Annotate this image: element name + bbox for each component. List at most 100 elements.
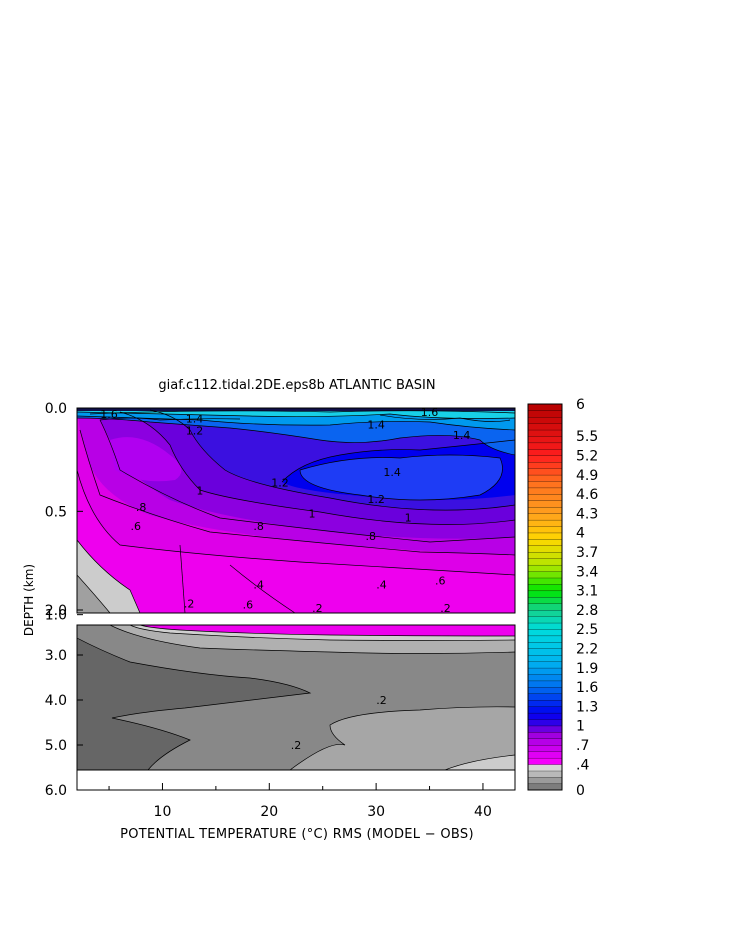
colorbar-segment: [527, 538, 563, 546]
contour-label: 1.4: [186, 412, 204, 425]
x-tick-label: 10: [154, 804, 172, 820]
colorbar-tick-label: .4: [576, 757, 589, 773]
band-0.6-lower: [135, 625, 515, 636]
colorbar-segment: [527, 674, 563, 682]
contour-label: .8: [366, 530, 377, 543]
colorbar-segment: [527, 609, 563, 617]
colorbar-tick-label: 0: [576, 783, 585, 799]
x-tick-label: 40: [474, 804, 492, 820]
colorbar-segment: [527, 693, 563, 701]
colorbar-tick-label: 3.1: [576, 584, 598, 600]
y-axis: 0.0 0.5 1.02.0 3.0 4.0 5.0 6.0: [45, 401, 83, 799]
contour-label: .2: [312, 602, 323, 615]
colorbar-tick-label: 2.2: [576, 641, 598, 657]
colorbar-segment: [527, 590, 563, 598]
colorbar-segment: [527, 429, 563, 437]
contour-label: .4: [376, 578, 387, 591]
colorbar-segment: [527, 680, 563, 688]
contour-label: 1: [405, 512, 412, 525]
colorbar: [527, 403, 563, 791]
y-tick-label: 4.0: [45, 693, 67, 709]
x-axis-label: POTENTIAL TEMPERATURE (°C) RMS (MODEL − …: [120, 827, 474, 842]
colorbar-segment: [527, 403, 563, 411]
contour-label: 1: [196, 485, 203, 498]
y-tick-label: 1.0: [45, 608, 67, 624]
colorbar-segment: [527, 719, 563, 727]
colorbar-frame: [527, 403, 563, 791]
y-tick-label: 0.5: [45, 504, 67, 520]
colorbar-segment: [527, 738, 563, 746]
colorbar-segment: [527, 423, 563, 431]
colorbar-segment: [527, 635, 563, 643]
colorbar-segment: [527, 461, 563, 469]
colorbar-tick-label: 5.2: [576, 448, 598, 464]
lower-panel: [77, 625, 515, 770]
colorbar-segment: [527, 519, 563, 527]
colorbar-segment: [527, 468, 563, 476]
colorbar-segment: [527, 416, 563, 424]
colorbar-segment: [527, 744, 563, 752]
colorbar-tick-label: 4.6: [576, 487, 598, 503]
colorbar-segment: [527, 770, 563, 778]
band-0.2-deep: [290, 706, 515, 770]
contour-label: 1.4: [367, 419, 385, 432]
colorbar-segment: [527, 661, 563, 669]
colorbar-segment: [527, 667, 563, 675]
colorbar-segment: [527, 648, 563, 656]
colorbar-segment: [527, 493, 563, 501]
contour-label: .6: [131, 520, 142, 533]
colorbar-segment: [527, 783, 563, 791]
colorbar-tick-label: 1.3: [576, 699, 598, 715]
colorbar-tick-label: 3.7: [576, 545, 598, 561]
colorbar-segment: [527, 731, 563, 739]
colorbar-tick-label: 3.4: [576, 564, 598, 580]
magenta-lobe: [110, 437, 182, 482]
bottom-empty-frame: [76, 769, 516, 791]
colorbar-segment: [527, 712, 563, 720]
colorbar-segment: [527, 596, 563, 604]
colorbar-segment: [527, 481, 563, 489]
colorbar-segment: [527, 583, 563, 592]
contour-label: .2: [376, 694, 387, 707]
y-tick-label: 6.0: [45, 783, 67, 799]
contour-label: 1.2: [367, 493, 385, 506]
upper-panel: [77, 408, 515, 613]
colorbar-tick-label: 1.6: [576, 680, 598, 696]
colorbar-tick-label: 1.9: [576, 661, 598, 677]
colorbar-segment: [527, 654, 563, 662]
colorbar-segment: [527, 474, 563, 482]
colorbar-tick-label: 2.5: [576, 622, 598, 638]
colorbar-tick-label: 4.9: [576, 468, 598, 484]
colorbar-segment: [527, 641, 563, 649]
contour-label: .8: [136, 501, 147, 514]
colorbar-tick-label: .7: [576, 738, 589, 754]
colorbar-segment: [527, 622, 563, 630]
colorbar-segment: [527, 455, 563, 463]
colorbar-segment: [527, 442, 563, 450]
contour-label: 1.2: [186, 425, 204, 438]
colorbar-segment: [527, 448, 563, 456]
contour-label: 1.2: [271, 476, 289, 489]
colorbar-segment: [527, 436, 563, 444]
colorbar-tick-label: 2.8: [576, 603, 598, 619]
y-tick-label: 0.0: [45, 401, 67, 417]
x-tick-label: 30: [367, 804, 385, 820]
colorbar-segment: [527, 725, 563, 733]
colorbar-segment: [527, 629, 563, 637]
band-0.0-lower: [77, 638, 310, 770]
lower-contour-lines: [77, 625, 515, 770]
chart-title: giaf.c112.tidal.2DE.eps8b ATLANTIC BASIN: [158, 378, 435, 393]
colorbar-tick-label: 4: [576, 526, 585, 542]
x-axis: 10 20 30 40: [108, 783, 492, 820]
colorbar-segment: [527, 487, 563, 495]
colorbar-segment: [527, 526, 563, 534]
colorbar-segment: [527, 500, 563, 508]
contour-label: .4: [253, 578, 264, 591]
colorbar-segment: [527, 776, 563, 785]
colorbar-segment: [527, 686, 563, 694]
colorbar-segment: [527, 558, 563, 566]
band-top-dark: [77, 408, 515, 411]
y-tick-label: 5.0: [45, 738, 67, 754]
colorbar-segment: [527, 751, 563, 759]
